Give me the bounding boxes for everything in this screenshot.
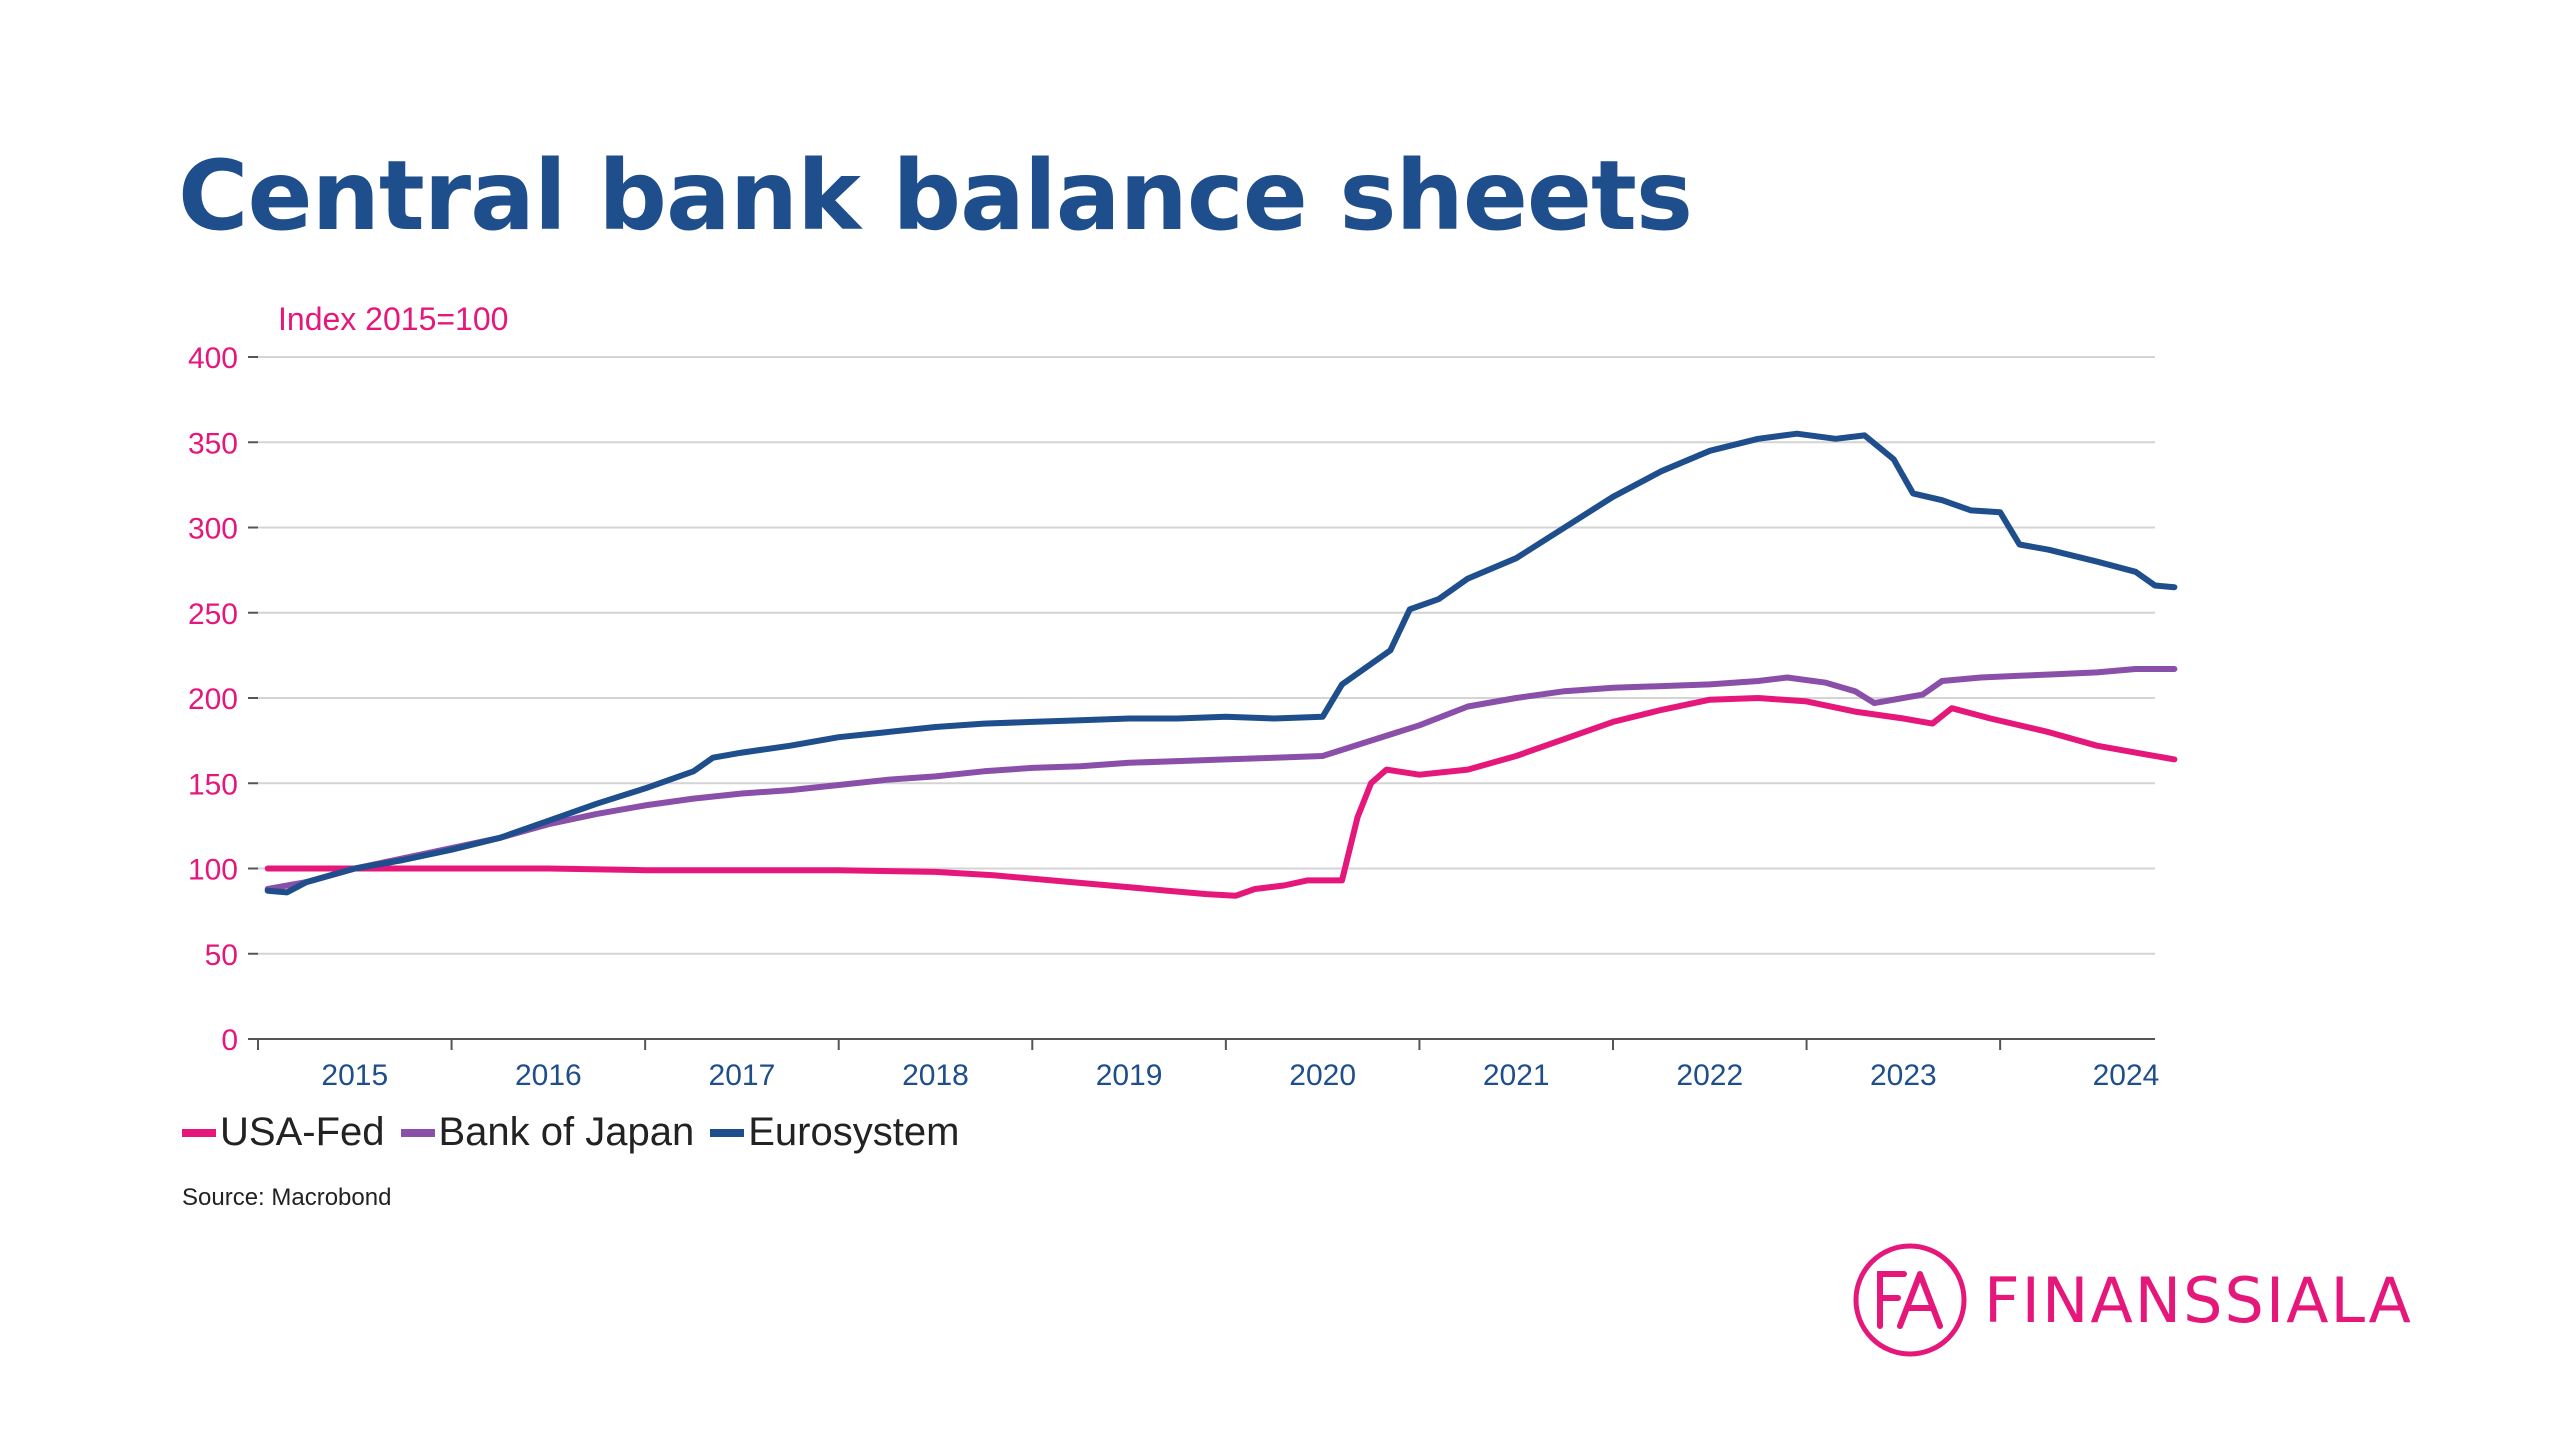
series-lines — [264, 430, 2178, 899]
y-tick-label: 150 — [188, 768, 238, 801]
y-tick-label: 0 — [221, 1024, 238, 1057]
series-line-usa-fed — [264, 695, 2178, 899]
series-line-eurosystem — [264, 430, 2178, 896]
y-tick-label: 100 — [188, 854, 238, 887]
legend-label: Bank of Japan — [438, 1110, 695, 1154]
legend-label: Eurosystem — [748, 1110, 960, 1154]
legend-item-usa-fed: USA-Fed — [182, 1110, 385, 1155]
x-tick-label: 2017 — [709, 1059, 776, 1092]
x-tick-label: 2018 — [902, 1059, 969, 1092]
finanssiala-logo[interactable]: FINANSSIALA — [1850, 1240, 2413, 1360]
y-tick-label: 250 — [188, 598, 238, 631]
series-line-bank-of-japan — [264, 666, 2178, 892]
y-tick-label: 400 — [188, 342, 238, 375]
axes — [248, 356, 2155, 1050]
x-tick-label: 2016 — [515, 1059, 582, 1092]
legend-swatch — [400, 1128, 435, 1137]
y-tick-label: 50 — [205, 939, 238, 972]
legend-swatch — [710, 1128, 745, 1137]
y-tick-label: 200 — [188, 683, 238, 716]
fa-logo-icon — [1853, 1243, 1967, 1357]
y-tick-label: 350 — [188, 427, 238, 460]
axis-labels: 0 50 100 150 200 250 300 350 400 2015 2016 2017 2018… — [188, 301, 2159, 1092]
x-tick-label: 2021 — [1483, 1059, 1550, 1092]
gridlines — [258, 356, 2155, 955]
legend-label: USA-Fed — [220, 1110, 385, 1154]
x-tick-label: 2020 — [1289, 1059, 1356, 1092]
legend: USA-Fed Bank of Japan Eurosystem — [182, 1110, 959, 1155]
legend-item-bank-of-japan: Bank of Japan — [400, 1110, 695, 1155]
x-tick-label: 2022 — [1676, 1059, 1743, 1092]
x-tick-label: 2015 — [321, 1059, 388, 1092]
x-tick-label: 2024 — [2093, 1059, 2160, 1092]
page-title: Central bank balance sheets — [178, 140, 1693, 252]
legend-swatch — [182, 1128, 216, 1137]
y-tick-label: 300 — [188, 513, 238, 546]
logo-wordmark: FINANSSIALA — [1984, 1263, 2413, 1337]
y-axis-label: Index 2015=100 — [278, 301, 508, 337]
legend-item-eurosystem: Eurosystem — [710, 1110, 959, 1155]
x-tick-label: 2023 — [1870, 1059, 1937, 1092]
x-tick-label: 2019 — [1096, 1059, 1163, 1092]
source-note: Source: Macrobond — [182, 1184, 392, 1211]
